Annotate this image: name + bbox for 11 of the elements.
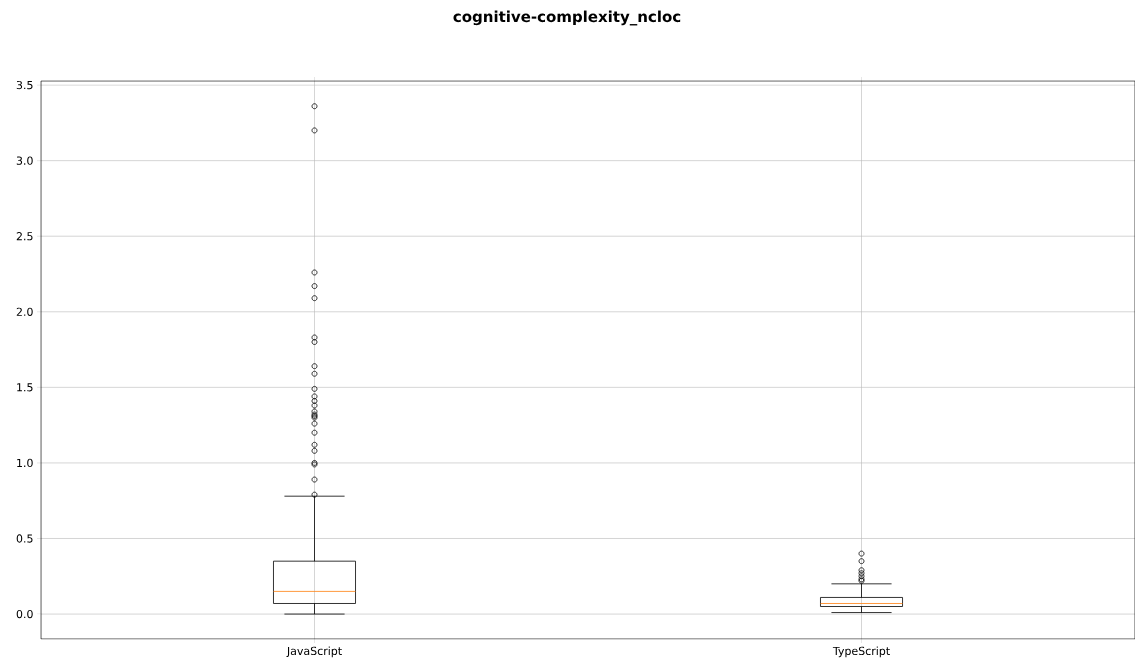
- chart-title: cognitive-complexity_ncloc: [453, 10, 681, 26]
- y-tick-label: 1.5: [17, 383, 33, 392]
- x-tick-label: TypeScript: [832, 646, 890, 658]
- y-tick-label: 2.0: [16, 307, 33, 316]
- y-tick-label: 0.5: [16, 534, 33, 543]
- y-tick-label: 3.5: [16, 80, 33, 90]
- y-tick-label: 0.0: [16, 609, 33, 619]
- y-tick-label: 1.0: [17, 458, 33, 468]
- y-tick-label: 3.0: [16, 156, 33, 165]
- y-tick-label: 2.5: [16, 232, 33, 241]
- x-tick-label: JavaScript: [286, 646, 342, 658]
